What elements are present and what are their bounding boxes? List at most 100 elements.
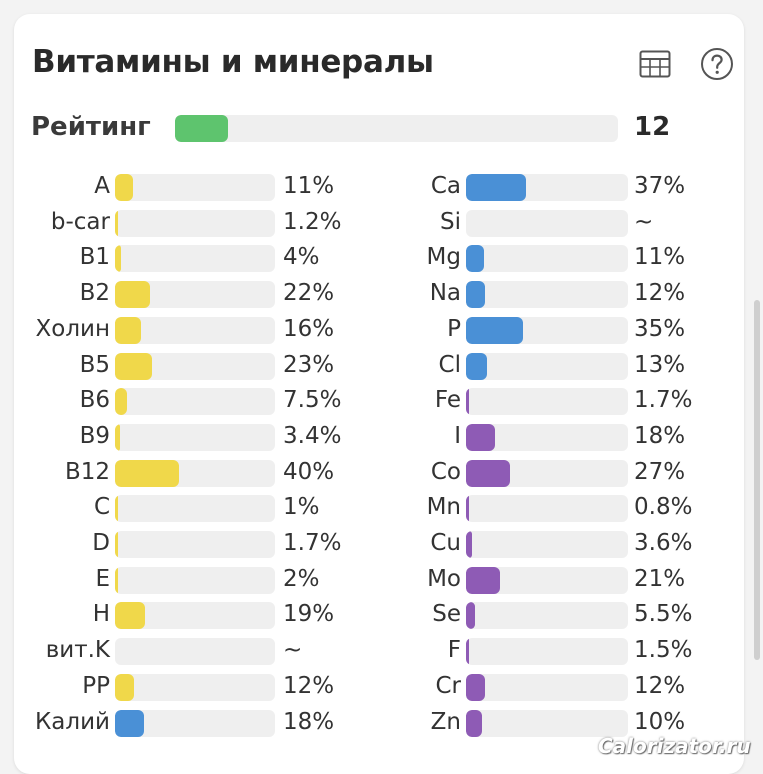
- nutrient-label: C: [93, 494, 110, 521]
- nutrient-value: 21%: [634, 565, 686, 592]
- nutrient-row: B1 4%: [0, 242, 763, 278]
- nutrient-label: I: [454, 422, 461, 449]
- nutrient-label: Zn: [430, 708, 461, 735]
- nutrient-bar: [115, 423, 275, 451]
- nutrient-value: 22%: [283, 280, 335, 307]
- nutrient-bar-fill: [115, 709, 144, 737]
- nutrient-bar: [115, 174, 275, 201]
- nutrient-label: Cl: [438, 351, 461, 378]
- nutrient-row: Mo 21%: [0, 564, 763, 600]
- nutrient-bar-fill: [115, 174, 133, 201]
- nutrient-bar: [466, 709, 628, 737]
- nutrient-bar: [115, 245, 275, 273]
- nutrient-bar-fill: [466, 423, 496, 451]
- nutrient-label: Холин: [35, 315, 110, 342]
- nutrient-value: ~: [634, 208, 654, 235]
- nutrient-bar-fill: [115, 281, 151, 309]
- nutrient-value: 37%: [634, 173, 686, 199]
- nutrient-label: Co: [430, 458, 461, 485]
- nutrient-row: Fe 1.7%: [0, 385, 763, 421]
- nutrient-label: Na: [429, 280, 461, 307]
- nutrient-value: 2%: [283, 565, 320, 592]
- nutrient-row: Холин 16%: [0, 314, 763, 350]
- nutrient-value: 11%: [283, 173, 335, 199]
- nutrient-value: 12%: [283, 672, 335, 699]
- nutrient-bar: [466, 281, 628, 309]
- nutrient-bar-fill: [466, 281, 486, 309]
- nutrient-bar-fill: [115, 388, 127, 416]
- nutrient-bar-fill: [466, 459, 510, 487]
- nutrient-value: 12%: [634, 280, 686, 307]
- nutrient-row: B6 7.5%: [0, 385, 763, 421]
- nutrient-row: B5 23%: [0, 350, 763, 386]
- nutrient-value: 5.5%: [634, 601, 693, 628]
- nutrient-label: B2: [79, 280, 110, 307]
- nutrient-bar-fill: [466, 566, 501, 594]
- nutrient-row: Mg 11%: [0, 242, 763, 278]
- nutrient-label: Mn: [426, 494, 461, 521]
- nutrient-label: Si: [440, 208, 461, 235]
- nutrient-value: 1.5%: [634, 637, 693, 664]
- nutrient-bar: [115, 495, 275, 523]
- nutrient-row: Cr 12%: [0, 671, 763, 707]
- nutrient-bar: [466, 531, 628, 558]
- nutrient-bar: [115, 388, 275, 416]
- nutrient-value: 1.2%: [283, 208, 342, 235]
- nutrient-label: Fe: [434, 387, 461, 414]
- nutrient-value: 1%: [283, 494, 320, 521]
- nutrient-label: H: [92, 601, 110, 628]
- nutrient-row: B2 22%: [0, 278, 763, 314]
- nutrient-value: ~: [283, 637, 303, 664]
- help-button[interactable]: [699, 46, 735, 82]
- nutrient-label: E: [95, 565, 110, 592]
- nutrient-label: Mg: [426, 244, 461, 271]
- nutrient-value: 3.4%: [283, 422, 342, 449]
- nutrient-value: 27%: [634, 458, 686, 485]
- scrollbar[interactable]: [754, 300, 760, 660]
- nutrient-value: 12%: [634, 672, 686, 699]
- nutrient-row: D 1.7%: [0, 528, 763, 564]
- nutrient-label: b-car: [50, 208, 110, 235]
- nutrient-label: B1: [79, 244, 110, 271]
- nutrient-label: A: [94, 173, 110, 199]
- nutrient-row: b-car 1.2%: [0, 207, 763, 243]
- nutrient-row: Cu 3.6%: [0, 528, 763, 564]
- nutrient-bar: [466, 352, 628, 380]
- nutrient-bar: [115, 316, 275, 344]
- nutrient-bar-fill: [115, 602, 146, 630]
- nutrient-label: B6: [79, 387, 110, 414]
- nutrient-label: P: [447, 315, 461, 342]
- nutrient-bar-fill: [115, 673, 135, 701]
- nutrient-bar-fill: [466, 602, 475, 630]
- nutrient-bar-fill: [466, 495, 469, 523]
- help-circle-icon: [701, 48, 733, 80]
- nutrient-label: Mo: [427, 565, 461, 592]
- nutrient-bar: [466, 245, 628, 273]
- nutrient-value: 16%: [283, 315, 335, 342]
- nutrient-row: Co 27%: [0, 457, 763, 493]
- nutrient-value: 0.8%: [634, 494, 693, 521]
- nutrient-value: 40%: [283, 458, 335, 485]
- nutrient-row: B9 3.4%: [0, 421, 763, 457]
- nutrient-value: 4%: [283, 244, 320, 271]
- nutrient-bar: [115, 638, 275, 666]
- nutrient-bar: [115, 352, 275, 380]
- nutrient-label: B9: [79, 422, 110, 449]
- nutrient-bar-fill: [115, 245, 122, 273]
- nutrient-label: вит.K: [45, 637, 110, 664]
- table-view-button[interactable]: [637, 46, 673, 82]
- nutrient-row: вит.K ~: [0, 635, 763, 671]
- nutrient-bar-fill: [466, 245, 484, 273]
- nutrient-bar-fill: [115, 495, 118, 523]
- table-icon: [639, 50, 671, 78]
- nutrient-bar-fill: [466, 638, 469, 666]
- nutrient-label: B5: [79, 351, 110, 378]
- nutrient-row: I 18%: [0, 421, 763, 457]
- nutrient-bar: [466, 316, 628, 344]
- nutrient-bar: [115, 602, 275, 630]
- nutrient-bar-fill: [115, 459, 179, 487]
- nutrient-bar-fill: [466, 174, 526, 201]
- nutrient-value: 11%: [634, 244, 686, 271]
- nutrient-value: 1.7%: [283, 530, 342, 556]
- nutrient-bar-fill: [466, 352, 488, 380]
